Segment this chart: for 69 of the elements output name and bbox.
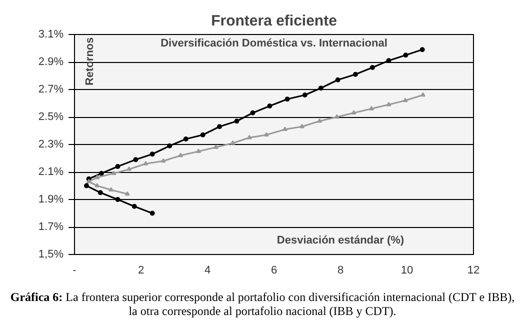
point <box>167 143 172 148</box>
point <box>160 158 166 163</box>
point <box>351 110 356 115</box>
x-tick-label: 10 <box>400 264 414 276</box>
point <box>183 136 188 142</box>
point <box>150 152 155 157</box>
point <box>317 118 322 123</box>
point <box>196 148 202 154</box>
point <box>108 187 114 192</box>
point <box>335 77 340 82</box>
point <box>402 98 408 102</box>
point <box>368 106 374 110</box>
point <box>94 182 100 188</box>
point <box>352 72 358 77</box>
point <box>150 210 155 216</box>
chart-subtitle: Diversificación Doméstica vs. Internacional <box>160 38 388 50</box>
point <box>111 170 116 176</box>
x-tick-label: 2 <box>138 264 144 276</box>
point <box>420 47 425 52</box>
y-tick-label: 2.9% <box>38 56 64 68</box>
point <box>98 170 104 176</box>
point <box>143 160 148 166</box>
y-tick-label: 1.7% <box>38 221 64 233</box>
x-tick-label: 4 <box>204 264 211 276</box>
x-tick-label: 8 <box>337 264 344 276</box>
point <box>386 102 392 106</box>
point <box>133 157 138 162</box>
y-tick-label: 2.3% <box>38 138 64 150</box>
x-tick-label: 6 <box>270 264 278 276</box>
y-tick-label: 1.9% <box>38 194 64 206</box>
chart-title: Frontera eficiente <box>211 12 337 30</box>
point <box>302 92 308 98</box>
point <box>403 52 408 58</box>
point <box>86 178 92 184</box>
point <box>234 118 240 124</box>
point <box>213 144 218 149</box>
point <box>264 132 269 137</box>
point <box>250 110 256 116</box>
y-tick-label: 3.1% <box>38 28 64 40</box>
point <box>200 132 206 138</box>
point <box>132 204 137 209</box>
point <box>216 124 222 130</box>
point <box>318 86 324 91</box>
x-tick-label: - <box>72 264 77 276</box>
point <box>246 134 252 140</box>
y-axis-title: Retornos <box>84 37 96 86</box>
point <box>178 152 184 158</box>
point <box>115 197 120 202</box>
point <box>98 190 103 196</box>
y-tick-label: 2.1% <box>38 166 64 178</box>
text: Gráfica 6: La frontera superior corresponde al portafolio con diversificación internacional (CDT e IBB), la otra corresponde al portafolio nacional (IBB y CDT). <box>9 290 516 318</box>
point <box>284 96 290 102</box>
point <box>267 104 272 108</box>
point <box>299 124 304 128</box>
point <box>386 58 392 64</box>
point <box>126 166 132 171</box>
x-tick-label: 12 <box>467 264 480 276</box>
point <box>230 140 236 145</box>
point <box>370 65 375 70</box>
y-tick-label: 2.5% <box>38 111 64 123</box>
point <box>84 183 89 188</box>
point <box>94 174 100 180</box>
point <box>115 164 120 169</box>
y-tick-label: 2.7% <box>38 84 64 96</box>
y-tick-label: 1,5% <box>38 248 64 260</box>
point <box>282 126 288 132</box>
point <box>124 191 130 196</box>
point <box>334 114 340 119</box>
x-axis-title: Desviación estándar (%) <box>276 234 404 246</box>
